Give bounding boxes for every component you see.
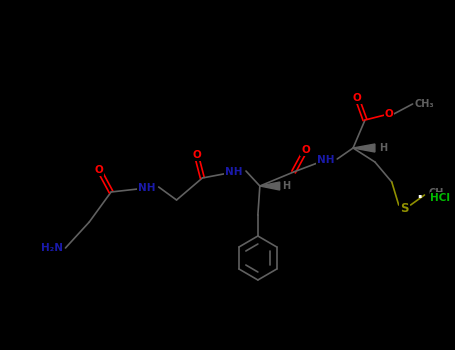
Text: CH₃: CH₃ — [429, 188, 448, 198]
Text: O: O — [95, 165, 104, 175]
Text: H: H — [379, 143, 387, 153]
Text: NH: NH — [317, 155, 334, 165]
Text: ·: · — [416, 189, 423, 207]
Text: O: O — [353, 93, 361, 103]
Text: CH₃: CH₃ — [415, 99, 434, 109]
Text: S: S — [400, 202, 409, 215]
Text: O: O — [192, 150, 201, 160]
Polygon shape — [260, 182, 280, 190]
Text: H₂N: H₂N — [40, 243, 63, 253]
Text: NH: NH — [225, 167, 243, 177]
Text: HCl: HCl — [430, 193, 450, 203]
Polygon shape — [353, 144, 375, 152]
Text: NH: NH — [138, 183, 156, 193]
Text: O: O — [301, 145, 310, 155]
Text: H: H — [283, 181, 291, 191]
Text: O: O — [384, 109, 393, 119]
